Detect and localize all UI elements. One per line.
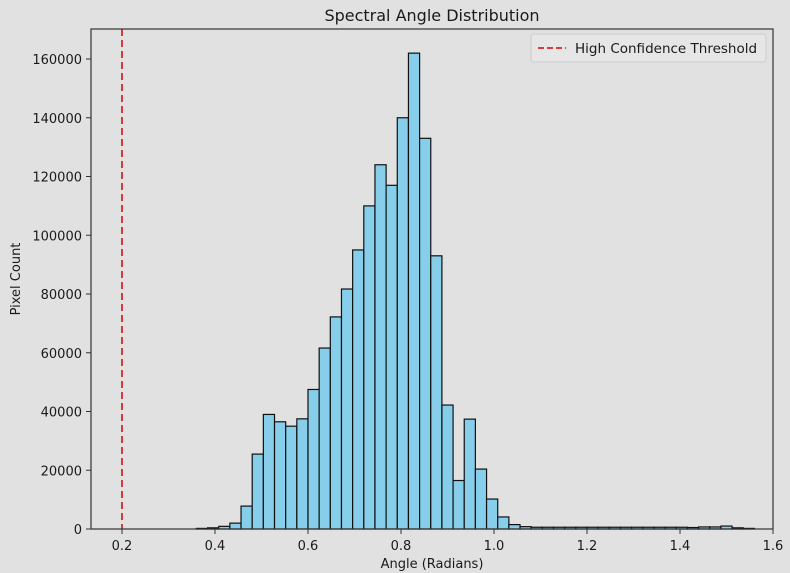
histogram-bar [229, 522, 242, 530]
x-tick-label: 0.6 [298, 539, 319, 554]
histogram-bar [240, 505, 253, 530]
y-axis-label: Pixel Count [9, 243, 24, 316]
chart-title: Spectral Angle Distribution [324, 6, 539, 25]
x-tick-label: 0.8 [391, 539, 412, 554]
y-tick-label: 0 [74, 523, 82, 538]
x-tick-label: 1.4 [670, 539, 691, 554]
histogram-bar [385, 184, 398, 530]
y-tick-label: 120000 [32, 171, 82, 186]
histogram-bar [273, 421, 287, 530]
x-tick-label: 0.2 [112, 539, 133, 554]
histogram-bar [329, 316, 343, 530]
y-tick-label: 40000 [41, 406, 82, 421]
legend-box [530, 33, 767, 63]
histogram-bar [251, 453, 264, 530]
x-tick-label: 1.6 [763, 539, 784, 554]
y-tick-label: 160000 [32, 53, 82, 68]
histogram-bar [485, 498, 499, 530]
y-tick-label: 140000 [32, 112, 82, 127]
histogram-bar [363, 205, 376, 530]
histogram-bar [374, 164, 387, 530]
histogram-bar [407, 52, 421, 530]
x-tick-label: 1.0 [484, 539, 505, 554]
x-tick-label: 1.2 [577, 539, 598, 554]
legend-label: High Confidence Threshold [575, 41, 757, 57]
histogram-bar [340, 288, 354, 530]
legend: High Confidence Threshold [530, 33, 767, 63]
x-axis-ticks: 0.2 0.4 0.6 0.8 1.0 1.2 1.4 1.6 [112, 529, 784, 554]
histogram-bar [463, 418, 476, 530]
x-tick-label: 0.4 [205, 539, 226, 554]
plot-frame [90, 28, 774, 530]
x-axis-label: Angle (Radians) [381, 557, 484, 572]
histogram-bar [419, 137, 432, 530]
histogram-bar [318, 347, 331, 530]
histogram-bar [285, 425, 298, 530]
histogram-bar [296, 418, 309, 530]
histogram-bar [307, 388, 320, 530]
histogram-bar [262, 413, 276, 530]
histogram-bar [396, 117, 410, 530]
y-axis-ticks: 0 20000 40000 60000 80000 100000 120000 140000 1… [32, 53, 91, 538]
y-tick-label: 20000 [41, 464, 82, 479]
y-tick-label: 100000 [32, 229, 82, 244]
y-tick-label: 80000 [41, 288, 82, 303]
histogram-bar [352, 249, 365, 530]
histogram-bar [474, 468, 488, 530]
histogram-bar [441, 404, 454, 530]
histogram-bar [508, 523, 521, 530]
histogram-bar [430, 255, 443, 530]
y-tick-label: 60000 [41, 347, 82, 362]
histogram-bar [497, 516, 510, 530]
histogram-bar [452, 479, 465, 530]
